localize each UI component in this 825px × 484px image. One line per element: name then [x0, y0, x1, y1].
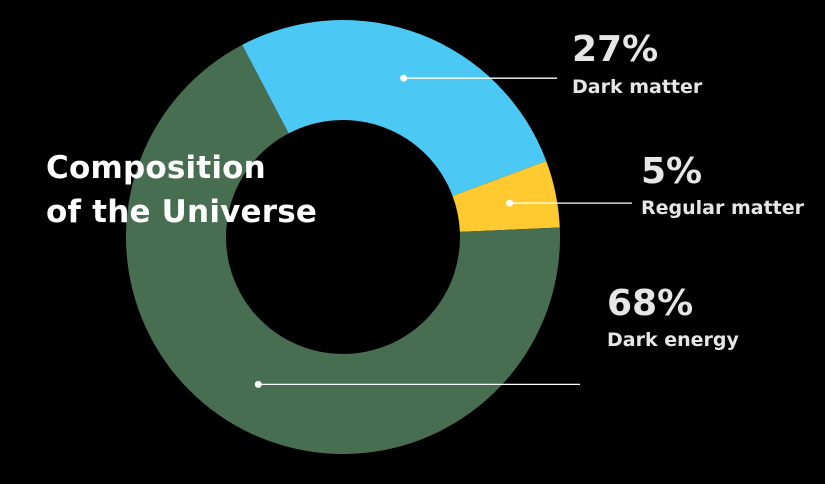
chart-title-line-1: Composition [46, 150, 266, 186]
dark-energy-percent: 68% [607, 283, 694, 324]
chart-title: Composition of the Universe [46, 146, 317, 234]
slice-dark-matter [242, 19, 547, 197]
slice-regular-matter [452, 161, 560, 232]
regular-matter-percent: 5% [641, 151, 703, 192]
leader-dot-regular-matter [506, 199, 514, 207]
regular-matter-label: Regular matter [641, 197, 805, 219]
leader-dot-dark-energy [254, 380, 262, 388]
dark-matter-label: Dark matter [572, 76, 703, 98]
dark-matter-percent: 27% [572, 29, 659, 70]
slice-dark-energy [126, 44, 560, 455]
leader-dot-dark-matter [400, 74, 408, 82]
dark-energy-label: Dark energy [607, 329, 739, 351]
chart-title-line-2: of the Universe [46, 194, 318, 230]
